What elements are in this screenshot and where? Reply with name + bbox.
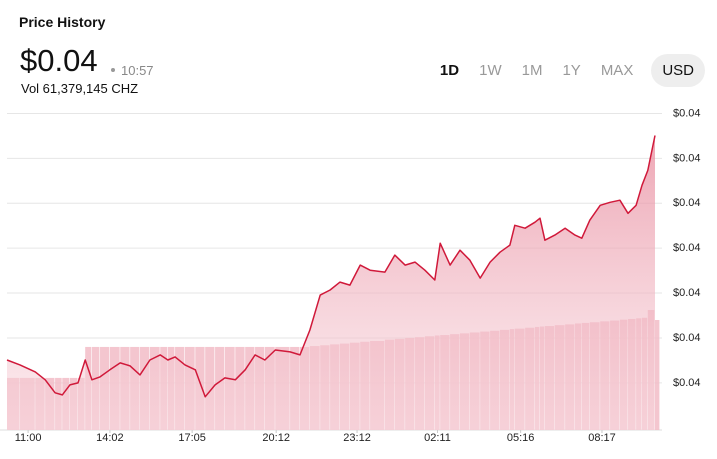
y-tick-label: $0.04: [673, 287, 701, 299]
x-tick-label: 05:16: [507, 432, 535, 444]
y-tick-label: $0.04: [673, 197, 701, 209]
range-button[interactable]: 1M: [521, 62, 543, 79]
range-button[interactable]: 1D: [439, 62, 460, 79]
y-tick-label: $0.04: [673, 377, 701, 389]
range-button[interactable]: 1Y: [562, 62, 581, 79]
x-tick-label: 08:17: [588, 432, 616, 444]
range-button[interactable]: MAX: [600, 62, 634, 79]
currency-button[interactable]: USD: [651, 54, 705, 87]
volume-text: Vol 61,379,145 CHZ: [21, 81, 139, 96]
price-area: [7, 135, 655, 430]
price: $0.04: [20, 43, 98, 78]
x-tick-label: 23:12: [343, 432, 371, 444]
volume-bar: [655, 320, 660, 430]
volume-bar: [205, 346, 215, 430]
y-tick-label: $0.04: [673, 107, 701, 119]
x-tick-label: 14:02: [96, 432, 124, 444]
x-tick-label: 02:11: [424, 432, 451, 444]
title: Price History: [19, 14, 106, 30]
y-tick-label: $0.04: [673, 332, 701, 344]
y-tick-label: $0.04: [673, 242, 701, 254]
x-tick-label: 17:05: [178, 432, 206, 444]
price-line: [6, 135, 656, 398]
x-tick-label: 11:00: [15, 432, 42, 444]
time: 10:57: [121, 63, 154, 78]
x-tick-label: 20:12: [262, 432, 290, 444]
dot: [111, 68, 115, 72]
range-selector: 1D 1W 1M 1Y MAX USD: [420, 54, 705, 87]
y-tick-label: $0.04: [673, 152, 701, 164]
range-button[interactable]: 1W: [479, 62, 502, 79]
